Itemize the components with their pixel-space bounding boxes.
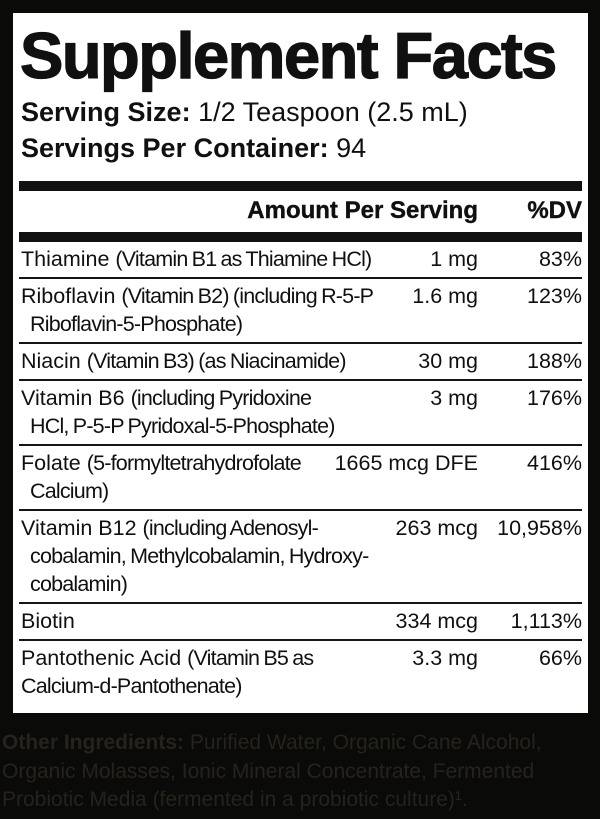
nutrient-name-continuation: Calcium)	[30, 479, 109, 503]
nutrient-name: Riboflavin	[21, 284, 116, 308]
nutrient-name-line: Thiamine (Vitamin B1 as Thiamine HCl)	[21, 245, 420, 273]
servings-per-container-row: Servings Per Container: 94	[21, 130, 582, 166]
nutrient-amount: 334 mcg	[395, 609, 478, 633]
nutrient-dv: 416%	[527, 451, 582, 475]
nutrient-name-continuation: Riboflavin-5-Phosphate)	[30, 312, 243, 336]
nutrient-name-cell: Vitamin B12 (including Adenosyl- cobalam…	[21, 514, 386, 598]
nutrient-name-line: Vitamin B12 (including Adenosyl-	[21, 514, 386, 542]
serving-size-value: 1/2 Teaspoon (2.5 mL)	[198, 97, 468, 127]
nutrient-name: Niacin	[21, 349, 81, 373]
nutrient-name-line: Vitamin B6 (including Pyridoxine	[21, 384, 420, 412]
nutrient-name-cell: Niacin (Vitamin B3) (as Niacinamide)	[21, 347, 408, 375]
nutrient-dv: 10,958%	[497, 516, 582, 540]
table-row-thiamine: Thiamine (Vitamin B1 as Thiamine HCl) 1 …	[19, 242, 582, 279]
nutrient-name: Vitamin B12	[21, 516, 137, 540]
servings-per-container-label: Servings Per Container:	[21, 133, 329, 163]
nutrient-name-continuation: Calcium-d-Pantothenate)	[21, 674, 242, 698]
nutrient-dv: 188%	[527, 349, 582, 373]
nutrient-name-cell: Pantothenic Acid (Vitamin B5 as Calcium-…	[21, 644, 402, 700]
table-row-pantothenic-acid: Pantothenic Acid (Vitamin B5 as Calcium-…	[19, 641, 582, 704]
divider-bar-header	[19, 232, 582, 242]
amount-per-serving-header: Amount Per Serving	[247, 197, 478, 224]
nutrient-name-detail: (Vitamin B1 as Thiamine HCl)	[115, 247, 372, 271]
nutrient-name-cell: Folate (5-formyltetrahydrofolate Calcium…	[21, 449, 325, 505]
nutrient-name: Folate	[21, 451, 81, 475]
nutrient-amount: 3.3 mg	[412, 646, 478, 670]
nutrient-name-line: Folate (5-formyltetrahydrofolate	[21, 449, 325, 477]
other-ingredients-line: Other Ingredients: Purified Water, Organ…	[2, 729, 600, 758]
nutrient-amount: 1665 mcg DFE	[334, 451, 478, 475]
column-header-row: Amount Per Serving %DV	[19, 191, 582, 232]
serving-size-label: Serving Size:	[21, 97, 191, 127]
nutrient-amount: 1.6 mg	[412, 284, 478, 308]
other-ingredients-line: Organic Molasses, Ionic Mineral Concentr…	[2, 759, 535, 783]
table-row-vitamin-b12: Vitamin B12 (including Adenosyl- cobalam…	[19, 511, 582, 604]
serving-size-row: Serving Size: 1/2 Teaspoon (2.5 mL)	[21, 94, 582, 130]
nutrient-name-detail: (5-formyltetrahydrofolate	[86, 451, 302, 475]
table-row-folate: Folate (5-formyltetrahydrofolate Calcium…	[19, 446, 582, 511]
nutrient-name-continuation: HCl, P-5-P Pyridoxal-5-Phosphate)	[30, 414, 335, 438]
nutrient-name-detail: (Vitamin B3) (as Niacinamide)	[86, 349, 347, 373]
other-ingredients-text: Purified Water, Organic Cane Alcohol,	[184, 731, 542, 754]
table-row-biotin: Biotin 334 mcg 1,113%	[19, 604, 582, 641]
nutrient-amount: 263 mcg	[395, 516, 478, 540]
nutrient-name-cell: Riboflavin (Vitamin B2) (including R-5-P…	[21, 282, 402, 338]
nutrient-name-detail: (Vitamin B5 as	[187, 646, 314, 670]
nutrient-name-cell: Thiamine (Vitamin B1 as Thiamine HCl)	[21, 245, 420, 273]
dv-header: %DV	[527, 197, 582, 224]
nutrient-dv: 1,113%	[510, 609, 582, 633]
label-title: Supplement Facts	[19, 19, 558, 92]
nutrient-amount: 1 mg	[430, 247, 478, 271]
nutrient-name-continuation: cobalamin, Methylcobalamin, Hydroxy-	[30, 544, 369, 568]
other-ingredients-label: Other Ingredients:	[2, 731, 185, 754]
servings-per-container-value: 94	[336, 133, 367, 163]
nutrient-name-line: Biotin	[21, 607, 386, 635]
nutrient-name: Biotin	[21, 609, 75, 633]
nutrient-name-detail: (including Pyridoxine	[130, 386, 312, 410]
table-row-riboflavin: Riboflavin (Vitamin B2) (including R-5-P…	[19, 279, 582, 344]
nutrient-table: Thiamine (Vitamin B1 as Thiamine HCl) 1 …	[19, 242, 582, 704]
nutrient-dv: 176%	[527, 386, 582, 410]
nutrient-name: Thiamine	[21, 247, 110, 271]
nutrient-name: Vitamin B6	[21, 386, 125, 410]
supplement-facts-panel: Supplement Facts Serving Size: 1/2 Teasp…	[13, 13, 588, 713]
divider-bar-top	[19, 181, 582, 191]
nutrient-name-line: Niacin (Vitamin B3) (as Niacinamide)	[21, 347, 408, 375]
table-row-vitamin-b6: Vitamin B6 (including Pyridoxine HCl, P-…	[19, 381, 582, 446]
nutrient-amount: 30 mg	[418, 349, 478, 373]
other-ingredients-line: Probiotic Media (fermented in a probioti…	[2, 788, 468, 811]
nutrient-dv: 83%	[538, 247, 582, 271]
nutrient-name-detail: (Vitamin B2) (including R-5-P	[121, 284, 374, 308]
nutrient-name-continuation: cobalamin)	[30, 572, 128, 596]
table-row-niacin: Niacin (Vitamin B3) (as Niacinamide) 30 …	[19, 344, 582, 381]
other-ingredients-section: Other Ingredients: Purified Water, Organ…	[0, 729, 600, 815]
nutrient-name-cell: Biotin	[21, 607, 386, 635]
nutrient-dv: 123%	[527, 284, 582, 308]
nutrient-name-detail: (including Adenosyl-	[142, 516, 319, 540]
nutrient-amount: 3 mg	[430, 386, 478, 410]
nutrient-name-line: Riboflavin (Vitamin B2) (including R-5-P	[21, 282, 402, 310]
nutrient-name-cell: Vitamin B6 (including Pyridoxine HCl, P-…	[21, 384, 420, 440]
nutrient-name-line: Pantothenic Acid (Vitamin B5 as	[21, 644, 402, 672]
nutrient-name: Pantothenic Acid	[21, 646, 182, 670]
nutrient-dv: 66%	[538, 646, 582, 670]
